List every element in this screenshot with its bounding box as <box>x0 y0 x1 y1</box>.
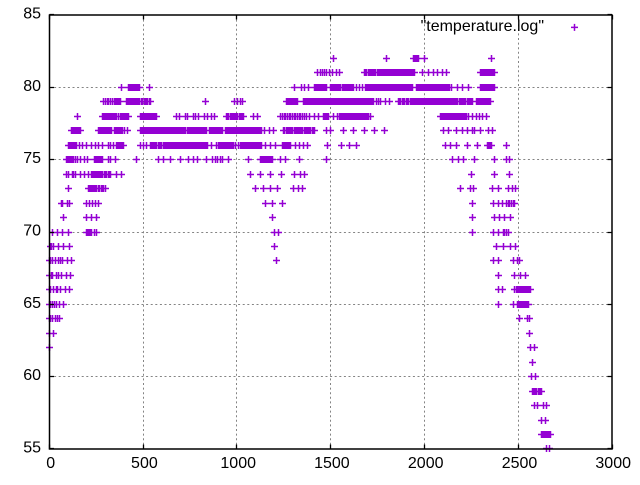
svg-text:2000: 2000 <box>408 455 444 472</box>
svg-text:2500: 2500 <box>502 455 538 472</box>
svg-text:65: 65 <box>23 295 41 312</box>
svg-text:70: 70 <box>23 223 41 240</box>
svg-text:500: 500 <box>131 455 158 472</box>
svg-text:1500: 1500 <box>314 455 350 472</box>
svg-text:3000: 3000 <box>595 455 631 472</box>
svg-text:80: 80 <box>23 78 41 95</box>
svg-text:55: 55 <box>23 440 41 457</box>
svg-text:1000: 1000 <box>220 455 256 472</box>
svg-text:60: 60 <box>23 367 41 384</box>
svg-text:75: 75 <box>23 150 41 167</box>
svg-text:"temperature.log": "temperature.log" <box>421 18 544 35</box>
svg-text:85: 85 <box>23 6 41 23</box>
svg-text:0: 0 <box>46 455 55 472</box>
